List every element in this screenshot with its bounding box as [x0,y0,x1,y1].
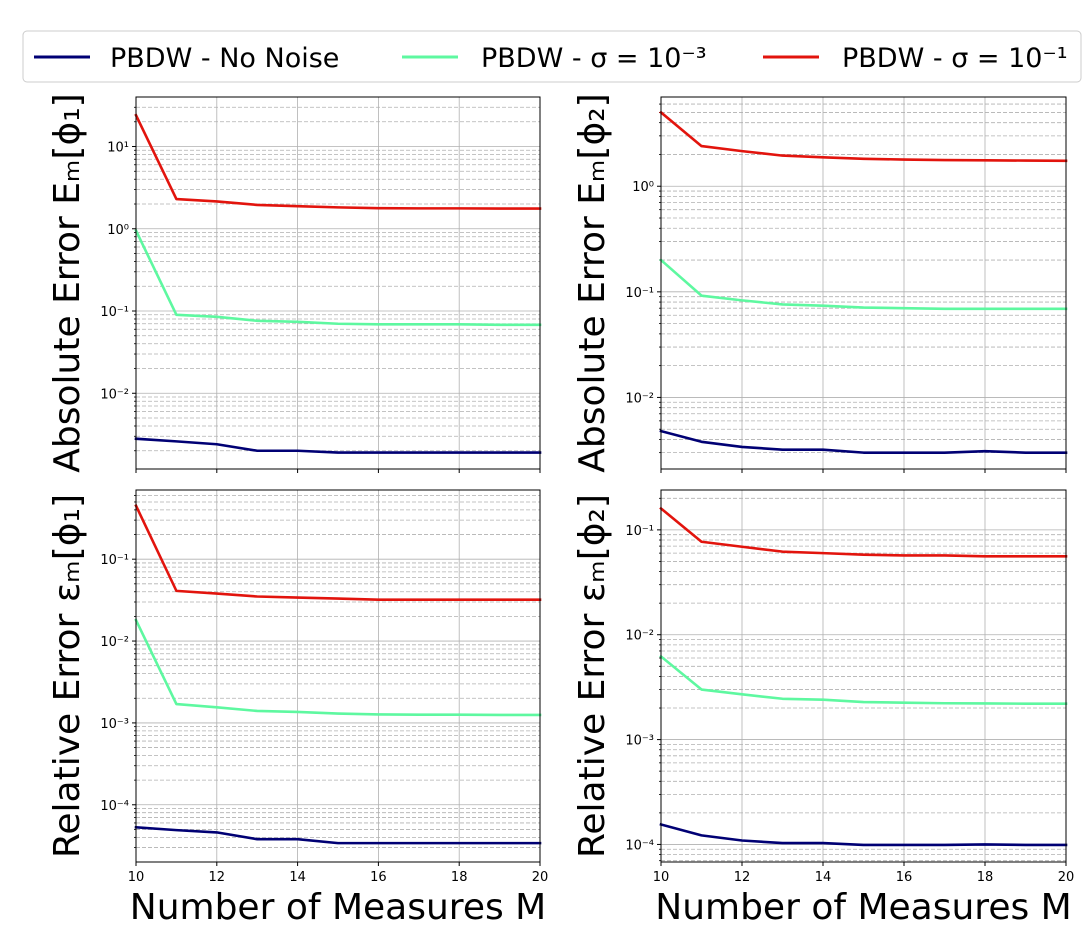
panel-4: 10 12 14 16 18 20 10⁻⁴ 10⁻³ 10⁻² 10⁻¹ Relative Err… [572,489,1075,928]
y-tick-label: 10¹ [107,141,129,156]
series-line-pbdw-no-noise [134,437,542,454]
axes-frame [135,489,541,863]
x-tick-label: 12 [734,870,751,885]
series-line-pbdw-10 [134,228,542,327]
y-tick-label: 10⁻³ [100,717,129,732]
y-tick-label: 10⁰ [107,223,129,238]
y-tick-label: 10⁻² [625,629,654,644]
axes-frame [660,489,1067,863]
legend: PBDW - No Noise PBDW - σ = 10⁻³ PBDW - σ… [22,30,1082,83]
y-axis-label: Absolute Error Eₘ[ϕ₂] [572,93,613,472]
y-tick-label: 10⁻² [100,635,129,650]
legend-label-sigma-1e-3: PBDW - σ = 10⁻³ [481,43,707,74]
x-axis-label: Number of Measures M [130,887,546,928]
legend-frame [22,30,1082,83]
y-tick-label: 10⁻¹ [625,524,654,539]
x-axis-label: Number of Measures M [655,887,1071,928]
x-tick-label: 20 [532,870,549,885]
y-tick-label: 10⁻² [625,391,654,406]
series-line-pbdw-10 [134,503,542,601]
series-line-pbdw-no-noise [134,825,542,845]
y-tick-label: 10⁻³ [625,734,654,749]
x-tick-label: 20 [1058,870,1075,885]
y-tick-label: 10⁻¹ [100,305,129,320]
y-tick-label: 10⁻⁴ [100,799,129,814]
x-tick-label: 14 [289,870,306,885]
series-line-pbdw-10 [659,258,1068,311]
x-tick-label: 14 [815,870,832,885]
series-line-pbdw-10 [134,113,542,210]
series-line-pbdw-10 [659,506,1068,558]
series-line-pbdw-10 [134,618,542,717]
x-tick-label: 16 [896,870,913,885]
y-tick-label: 10⁻⁴ [625,838,654,853]
y-tick-label: 10⁻¹ [625,286,654,301]
y-tick-label: 10⁻² [100,387,129,402]
axes-frame [135,96,541,470]
y-tick-label: 10⁻¹ [100,553,129,568]
series-line-pbdw-no-noise [659,822,1068,847]
legend-label-no-noise: PBDW - No Noise [110,43,339,74]
y-axis-label: Absolute Error Eₘ[ϕ₁] [47,93,88,472]
y-tick-label: 10⁰ [632,180,654,195]
x-tick-label: 10 [128,870,145,885]
series-line-pbdw-10 [659,110,1068,163]
x-tick-label: 12 [209,870,226,885]
series-line-pbdw-10 [659,654,1068,705]
y-axis-label: Relative Error εₘ[ϕ₁] [47,494,88,858]
panel-3: 10 12 14 16 18 20 10⁻⁴ 10⁻³ 10⁻² 10⁻¹ Relative Err… [47,489,549,928]
x-tick-label: 16 [370,870,387,885]
x-tick-label: 10 [653,870,670,885]
legend-label-sigma-1e-1: PBDW - σ = 10⁻¹ [842,43,1068,74]
axes-frame [660,96,1067,470]
x-tick-label: 18 [977,870,994,885]
y-axis-label: Relative Error εₘ[ϕ₂] [572,494,613,858]
series-line-pbdw-no-noise [659,429,1068,454]
panel-1: 10⁻² 10⁻¹ 10⁰ 10¹ Absolute Error Eₘ[ϕ₁] [47,93,542,473]
panel-2: 10⁻² 10⁻¹ 10⁰ Absolute Error Eₘ[ϕ₂] [572,93,1068,473]
x-tick-label: 18 [451,870,468,885]
